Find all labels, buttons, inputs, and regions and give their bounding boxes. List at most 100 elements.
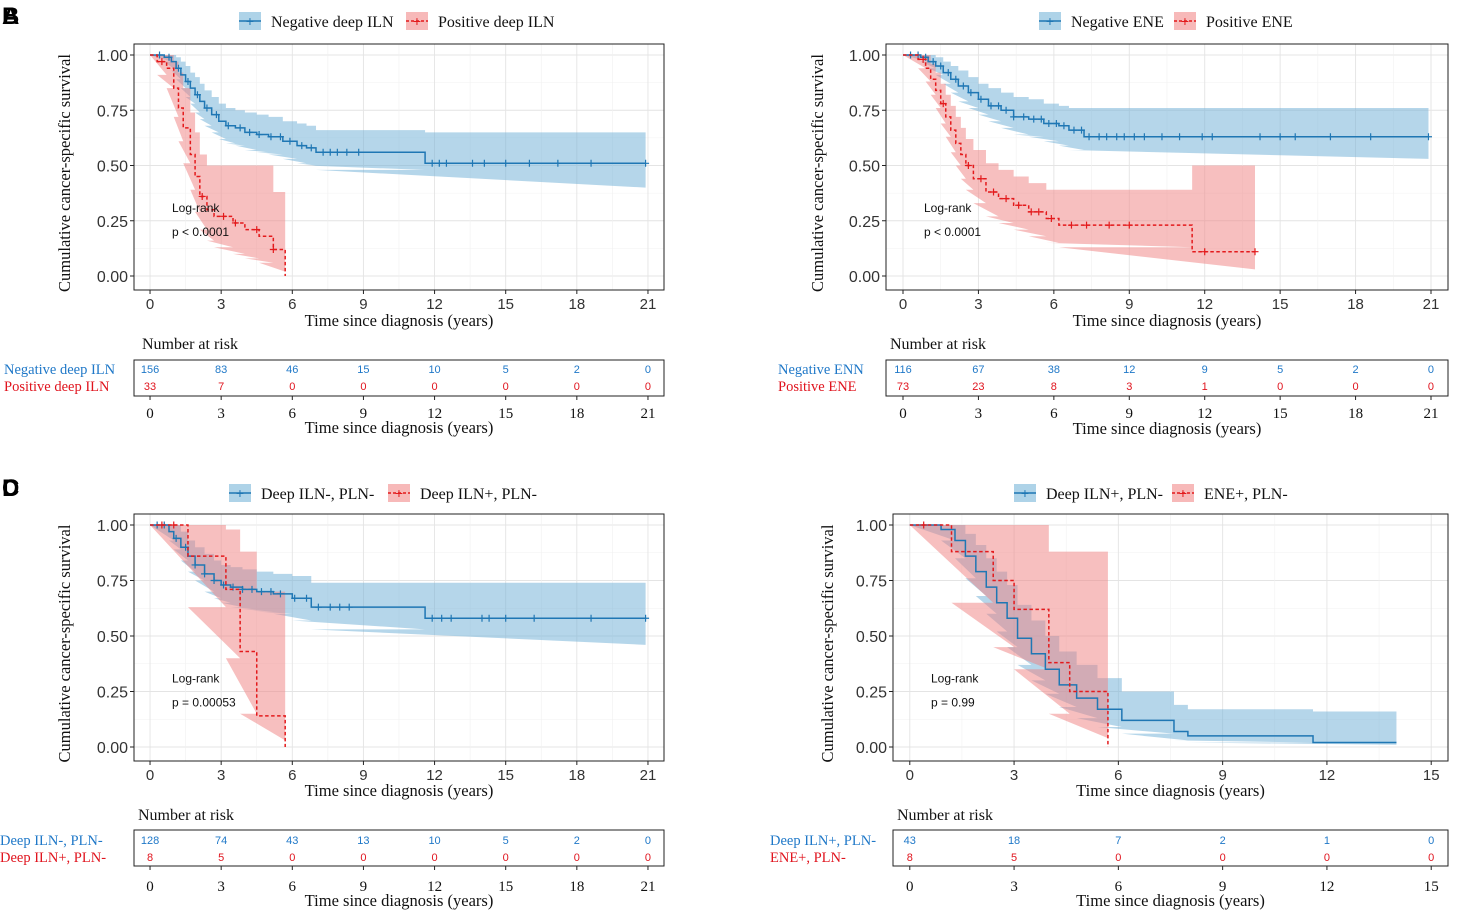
- risk-count: 1: [1324, 835, 1330, 847]
- censor-mark: [977, 175, 985, 183]
- censor-mark: [530, 614, 538, 622]
- survival-curve-blue: [150, 54, 646, 165]
- censor-mark: [1037, 115, 1045, 123]
- censor-mark: [1201, 248, 1209, 256]
- x-tick-label: 12: [1319, 767, 1336, 784]
- x-tick-label: 6: [1050, 296, 1058, 313]
- censor-mark: [554, 159, 562, 167]
- censor-mark: [952, 75, 960, 83]
- censor-mark: [1067, 221, 1075, 229]
- censor-mark: [170, 521, 178, 529]
- censor-mark: [319, 148, 327, 156]
- censor-mark: [203, 104, 211, 112]
- censor-mark: [944, 69, 952, 77]
- y-tick-label: 0.75: [856, 574, 887, 591]
- legend-item-blue: + Deep ILN-, PLN-: [229, 484, 374, 503]
- censor-mark: [307, 144, 315, 152]
- x-tick-label: 18: [568, 296, 585, 313]
- plot-frame: [133, 43, 665, 291]
- y-tick-label: 1.00: [97, 518, 128, 535]
- x-tick-label: 9: [359, 296, 367, 313]
- censor-mark: [253, 226, 261, 234]
- risk-x-tick-label: 12: [427, 879, 442, 895]
- censor-mark: [158, 521, 166, 529]
- risk-x-tick-label: 12: [1319, 879, 1334, 895]
- risk-x-tick-label: 12: [427, 406, 442, 422]
- censor-mark: [428, 159, 436, 167]
- x-tick-label: 21: [640, 296, 657, 313]
- censor-mark: [1030, 115, 1038, 123]
- legend-item-red: + Deep ILN+, PLN-: [388, 484, 537, 503]
- x-tick-label: 6: [288, 767, 296, 784]
- y-tick-label: 0.25: [97, 685, 128, 702]
- y-tick-label: 1.00: [849, 48, 880, 65]
- censor-mark: [1424, 133, 1432, 141]
- plot-frame: [892, 513, 1449, 762]
- risk-count: 0: [1115, 852, 1121, 864]
- risk-x-tick-label: 9: [1219, 879, 1227, 895]
- risk-table-title: Number at risk: [897, 807, 993, 824]
- x-tick-label: 3: [974, 296, 982, 313]
- censor-mark: [642, 159, 650, 167]
- censor-mark: [172, 534, 180, 542]
- censor-mark: [1060, 122, 1068, 130]
- plot-frame: [885, 43, 1449, 291]
- risk-count: 2: [574, 364, 580, 376]
- risk-count: 10: [428, 364, 440, 376]
- censor-mark: [929, 58, 937, 66]
- y-axis-label: Cumulative cancer-specific survival: [808, 54, 827, 292]
- risk-count: 116: [894, 364, 912, 376]
- censor-mark: [1095, 133, 1103, 141]
- censor-mark: [1047, 215, 1055, 223]
- censor-mark: [438, 614, 446, 622]
- legend-label: Deep ILN+, PLN-: [420, 486, 537, 503]
- x-tick-label: 3: [217, 767, 225, 784]
- censor-mark: [1105, 221, 1113, 229]
- ci-band-blue: [903, 55, 1429, 159]
- censor-mark: [1251, 248, 1259, 256]
- censor-mark: [987, 102, 995, 110]
- risk-count: 23: [972, 381, 984, 393]
- censor-mark: [428, 614, 436, 622]
- risk-x-tick-label: 6: [1050, 406, 1058, 422]
- censor-mark: [485, 614, 493, 622]
- risk-x-tick-label: 6: [289, 879, 297, 895]
- risk-count: 9: [1202, 364, 1208, 376]
- plot-frame: [133, 513, 665, 762]
- censor-mark: [1158, 133, 1166, 141]
- censor-mark: [1276, 133, 1284, 141]
- censor-mark: [1367, 133, 1375, 141]
- x-axis-label: Time since diagnosis (years): [1076, 781, 1265, 800]
- x-tick-label: 9: [359, 767, 367, 784]
- censor-mark: [220, 212, 228, 220]
- censor-mark: [959, 82, 967, 90]
- risk-count: 46: [286, 364, 298, 376]
- risk-x-tick-label: 9: [360, 879, 368, 895]
- censor-mark: [326, 603, 334, 611]
- risk-count: 0: [1428, 364, 1434, 376]
- risk-count: 0: [645, 381, 651, 393]
- y-tick-label: 0.00: [97, 269, 128, 286]
- risk-count: 0: [1220, 852, 1226, 864]
- survival-curve-red: [909, 524, 1109, 747]
- legend-marker: +: [1181, 13, 1189, 29]
- legend-label: ENE+, PLN-: [1204, 486, 1288, 503]
- y-tick-label: 0.00: [849, 269, 880, 286]
- censor-mark: [1120, 133, 1128, 141]
- logrank-label: Log-rank: [172, 672, 220, 686]
- censor-mark: [298, 142, 306, 150]
- risk-table-frame: [885, 359, 1449, 397]
- risk-x-tick-label: 9: [1126, 406, 1134, 422]
- risk-count: 0: [360, 852, 366, 864]
- risk-x-tick-label: 3: [1010, 879, 1018, 895]
- censor-mark: [587, 159, 595, 167]
- risk-row-label: Negative ENN: [778, 362, 864, 378]
- risk-count: 13: [357, 835, 369, 847]
- censor-mark: [442, 159, 450, 167]
- x-tick-label: 9: [1125, 296, 1133, 313]
- censor-mark: [964, 162, 972, 169]
- censor-mark: [257, 588, 265, 596]
- censor-mark: [937, 62, 945, 70]
- risk-x-axis-label: Time since diagnosis (years): [1073, 419, 1262, 438]
